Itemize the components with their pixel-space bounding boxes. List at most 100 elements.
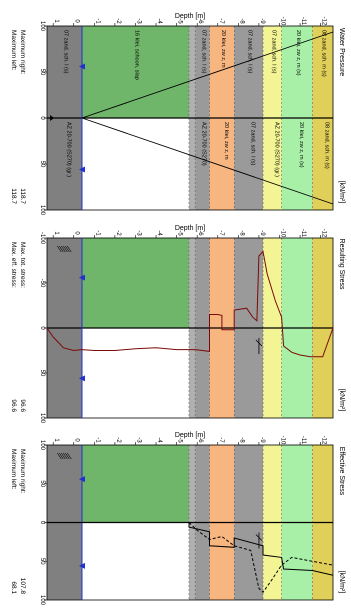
layer-label-right: 08 zand, sch. m (s): [324, 122, 330, 169]
hatch-marker: [67, 245, 72, 253]
soil-layer-left: [81, 445, 189, 523]
depth-tick-label: -6: [197, 230, 203, 236]
water-level-marker-left: [78, 476, 85, 483]
soil-layer-left: [188, 238, 196, 328]
chart-unit: [kN/m²]: [338, 181, 345, 204]
depth-tick-label: 0: [74, 231, 80, 235]
summary-label: Maximum left:: [10, 449, 17, 490]
summary-value: 107.8: [19, 578, 26, 595]
soil-layer-left: [47, 26, 82, 118]
summary-value: 96.6: [10, 399, 17, 412]
depth-tick-label: -1: [94, 230, 100, 236]
depth-tick-label: -10: [280, 229, 286, 238]
soil-layer-right-top: [47, 118, 82, 210]
layer-label-right: AZ 20-700 (S270) (gr.): [65, 122, 71, 177]
layer-label-left: 20 klei, zw z, m: [220, 30, 226, 68]
soil-layer-left: [263, 238, 282, 328]
layer-label-right: 07 zand, sch. l (s): [250, 122, 256, 166]
depth-tick-label: -1: [94, 18, 100, 24]
soil-layer-left: [188, 445, 196, 523]
hatch-marker: [63, 452, 68, 460]
chart-panel-1: 1 0 -1 -2 -3 -4 -5 -6 -7 -8 -9 -10 -11 -12 Depth [m] 10…: [10, 13, 345, 216]
layer-label-right: AZ 20-700 (S270): [200, 122, 206, 166]
value-tick-label: 100: [39, 595, 45, 606]
depth-tick-label: -11: [300, 17, 306, 26]
soil-layer-left: [234, 26, 264, 118]
value-tick-label: 0: [39, 116, 45, 120]
depth-tick-label: 0: [74, 19, 80, 23]
soil-layer-right: [188, 118, 196, 210]
support-marker: [255, 338, 263, 354]
depth-tick-label: -6: [197, 18, 203, 24]
depth-tick-label: -10: [280, 17, 286, 26]
hatch-marker: [65, 452, 70, 460]
layer-label-right: 20 klei, zw z, m (s): [298, 122, 304, 168]
depth-tick-label: -4: [156, 18, 162, 24]
water-level-marker-right: [78, 562, 85, 569]
layer-label-left: 07 zand, sch. l (s): [200, 30, 206, 74]
soil-layer-right: [188, 328, 196, 418]
soil-layer-left: [81, 238, 189, 328]
soil-layer-right: [209, 328, 235, 418]
chart-panel-2: 1 0 -1 -2 -3 -4 -5 -6 -7 -8 -9 -10 -11 -12 Depth [m] -1…: [10, 225, 345, 424]
depth-tick-label: 1: [53, 438, 59, 442]
hatch-marker: [61, 452, 66, 460]
soil-layer-right-top: [47, 522, 82, 600]
depth-axis-label: Depth [m]: [175, 432, 205, 439]
soil-layer-left: [195, 445, 210, 523]
layer-label-left: 08 zand, sch. m (s): [321, 30, 327, 77]
soil-layer-right: [281, 328, 313, 418]
depth-tick-label: -2: [115, 18, 121, 24]
soil-layer-right: [263, 328, 282, 418]
soil-layer-right: [195, 328, 210, 418]
value-tick-label: 0: [39, 326, 45, 330]
chart-title: Effective Stress: [338, 447, 345, 496]
layer-label-left: 20 klei, zw z, m (s): [295, 30, 301, 76]
stress-curve-right: [188, 522, 334, 594]
summary-value: 118.7: [10, 188, 17, 204]
soil-layer-right: [312, 522, 333, 600]
layer-label-left: 07 zand, sch. l (s): [62, 30, 68, 74]
depth-tick-label: -2: [115, 437, 121, 443]
anchor-marker: [50, 115, 55, 121]
soil-layer-right: [234, 118, 264, 210]
depth-tick-label: -11: [300, 229, 306, 238]
depth-tick-label: -7: [218, 18, 224, 24]
hatch-marker: [61, 245, 66, 253]
soil-layer-right: [234, 522, 264, 600]
hatch-marker: [65, 245, 70, 253]
soil-layer-left: [234, 238, 264, 328]
summary-value: 68.1: [10, 581, 17, 594]
soil-layer-right-top: [47, 328, 82, 418]
depth-tick-label: -9: [259, 18, 265, 24]
soil-layer-left: [47, 445, 82, 523]
hatch-marker: [57, 452, 62, 460]
depth-tick-label: -8: [238, 437, 244, 443]
support-marker: [255, 532, 263, 549]
soil-layer-left: [312, 445, 333, 523]
summary-label: Maximum right:: [19, 449, 26, 494]
soil-layer-left: [81, 26, 189, 118]
summary-label: Maximum right:: [19, 30, 26, 75]
soil-layer-right: [312, 118, 333, 210]
water-level-marker-right: [78, 166, 85, 173]
hatch-marker: [59, 245, 64, 253]
depth-tick-label: -2: [115, 230, 121, 236]
value-tick-label: 50: [39, 161, 45, 168]
depth-tick-label: -3: [135, 18, 141, 24]
chart-title: Resulting Stress: [338, 239, 345, 290]
soil-layer-left: [263, 26, 282, 118]
depth-tick-label: -6: [197, 437, 203, 443]
summary-value: 118.7: [19, 188, 26, 204]
depth-tick-label: -5: [177, 230, 183, 236]
soil-layer-left: [281, 445, 313, 523]
soil-layer-right: [209, 118, 235, 210]
soil-layer-left: [209, 445, 235, 523]
value-tick-label: 50: [39, 370, 45, 377]
layer-label-left: 07 zand, sch. l (s): [270, 30, 276, 74]
soil-layer-left: [234, 445, 264, 523]
value-tick-label: 50: [39, 69, 45, 76]
stress-curve-resulting: [46, 250, 334, 358]
